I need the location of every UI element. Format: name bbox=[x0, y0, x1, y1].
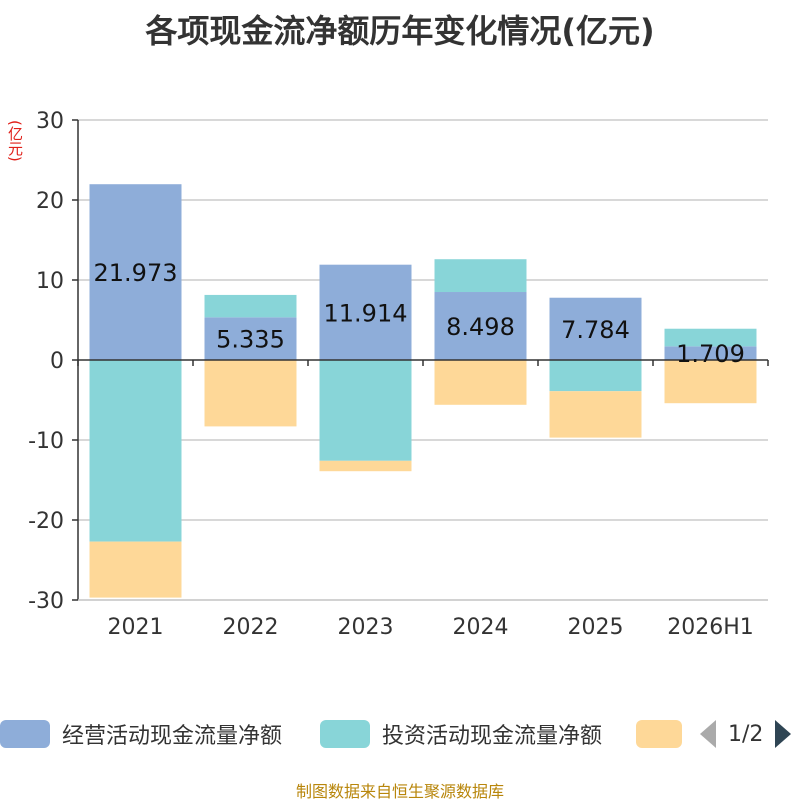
x-tick-label: 2026H1 bbox=[667, 615, 754, 640]
bar-investing-2021 bbox=[89, 360, 182, 542]
bar-financing-2025 bbox=[549, 391, 642, 438]
x-tick-label: 2024 bbox=[453, 615, 509, 640]
legend-page-indicator: 1/2 bbox=[728, 721, 764, 747]
data-label: 5.335 bbox=[216, 326, 285, 354]
legend-swatch-operating bbox=[0, 720, 50, 748]
data-label: 21.973 bbox=[94, 259, 178, 287]
data-labels: 21.973 5.335 11.914 8.498 7.784 1.709 bbox=[94, 259, 745, 368]
y-tick-label: -10 bbox=[28, 429, 64, 454]
data-label: 7.784 bbox=[561, 316, 630, 344]
bar-financing-2021 bbox=[89, 541, 182, 598]
x-tick-label: 2025 bbox=[568, 615, 624, 640]
legend-pager: 1/2 bbox=[700, 716, 792, 752]
legend-swatch-third bbox=[636, 720, 682, 748]
bar-investing-2023 bbox=[319, 360, 412, 461]
bar-investing-2025 bbox=[549, 360, 642, 392]
bar-operating-2022 bbox=[204, 317, 297, 360]
y-tick-label: 0 bbox=[50, 349, 64, 374]
bar-financing-2022 bbox=[204, 360, 297, 427]
bar-financing-2024 bbox=[434, 360, 527, 405]
legend: 经营活动现金流量净额 投资活动现金流量净额 1/2 bbox=[0, 716, 800, 756]
x-tick-label: 2022 bbox=[223, 615, 279, 640]
legend-prev-page-icon[interactable] bbox=[700, 720, 716, 748]
legend-item-operating[interactable]: 经营活动现金流量净额 bbox=[0, 716, 282, 752]
legend-swatch-investing bbox=[320, 720, 370, 748]
x-tick-label: 2023 bbox=[338, 615, 394, 640]
y-tick-label: -20 bbox=[28, 509, 64, 534]
bar-financing-2023 bbox=[319, 460, 412, 472]
y-tick-label: -30 bbox=[28, 589, 64, 614]
legend-label-operating: 经营活动现金流量净额 bbox=[62, 724, 283, 749]
legend-label-investing: 投资活动现金流量净额 bbox=[382, 724, 603, 749]
data-label: 8.498 bbox=[446, 313, 515, 341]
bar-operating-2024 bbox=[434, 292, 527, 360]
source-note: 制图数据来自恒生聚源数据库 bbox=[295, 782, 504, 801]
chart-title: 各项现金流净额历年变化情况(亿元) bbox=[145, 12, 655, 50]
y-tick-label: 30 bbox=[36, 109, 64, 134]
bar-operating-2021 bbox=[89, 184, 182, 360]
bar-investing-2022 bbox=[204, 294, 297, 318]
y-tick-label: 10 bbox=[36, 269, 64, 294]
y-tick-label: 20 bbox=[36, 189, 64, 214]
cash-flow-chart: 30 20 10 0 -10 -20 -30 2021 2022 2023 2024 2025 2026… bbox=[28, 109, 769, 640]
axes: 30 20 10 0 -10 -20 -30 2021 2022 2023 2024 2025 2026… bbox=[28, 109, 769, 640]
bar-investing-2026H1 bbox=[664, 328, 757, 347]
bar-financing-2026H1 bbox=[664, 360, 757, 404]
data-label: 11.914 bbox=[324, 299, 408, 327]
bar-investing-2024 bbox=[434, 259, 527, 293]
bars bbox=[89, 184, 757, 598]
legend-item-third[interactable] bbox=[636, 716, 694, 752]
bar-operating-2023 bbox=[319, 264, 412, 360]
y-axis-unit-label: (亿元) bbox=[6, 120, 24, 162]
data-label: 1.709 bbox=[676, 340, 745, 368]
x-tick-label: 2021 bbox=[108, 615, 164, 640]
legend-next-page-icon[interactable] bbox=[775, 720, 792, 748]
legend-item-investing[interactable]: 投资活动现金流量净额 bbox=[320, 716, 602, 752]
bar-operating-2025 bbox=[549, 297, 642, 360]
bar-operating-2026H1 bbox=[664, 346, 757, 360]
